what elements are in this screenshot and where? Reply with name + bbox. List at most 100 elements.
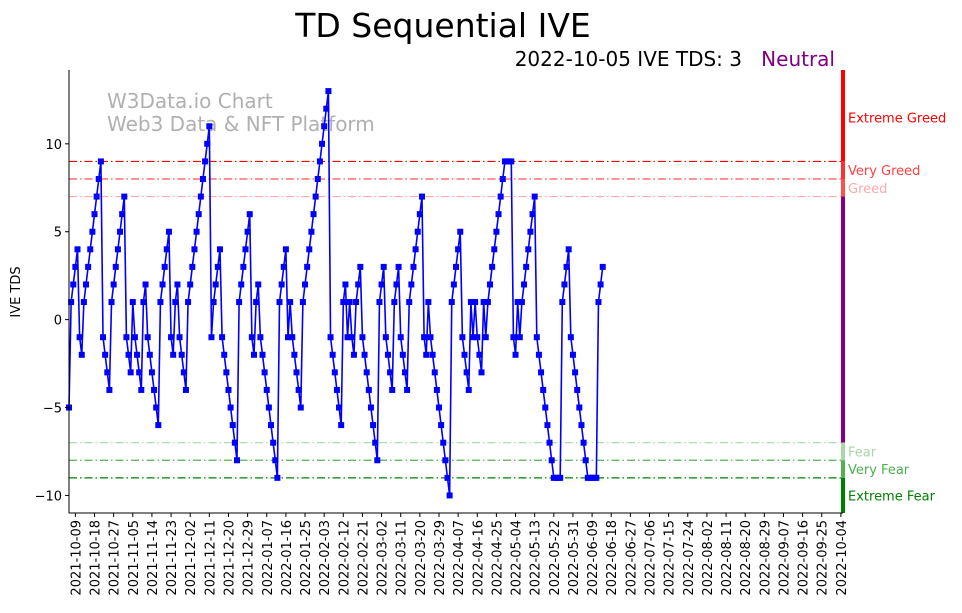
x-tick-label: 2021-10-09 [69, 520, 84, 596]
data-point [323, 105, 330, 112]
data-point [319, 140, 326, 147]
data-point [76, 334, 83, 341]
data-point [148, 369, 155, 376]
data-point [212, 281, 219, 288]
data-point [287, 299, 294, 306]
data-point [312, 193, 319, 200]
x-tick-label: 2022-08-20 [739, 520, 754, 596]
x-tick-label: 2022-09-25 [816, 520, 831, 596]
data-point [357, 263, 364, 270]
x-tick-label: 2021-11-23 [165, 520, 180, 596]
data-point [110, 281, 117, 288]
data-point [87, 246, 94, 253]
y-tick-label: 5 [54, 226, 62, 241]
data-point [327, 334, 334, 341]
data-point [450, 281, 457, 288]
data-point [174, 281, 181, 288]
data-point [397, 334, 404, 341]
data-point [280, 263, 287, 270]
data-point [482, 334, 489, 341]
data-point [268, 422, 275, 429]
data-point [480, 299, 487, 306]
x-tick-label: 2022-10-04 [835, 520, 850, 596]
data-point [465, 386, 472, 393]
data-point [416, 211, 423, 218]
chart-subtitle: 2022-10-05 IVE TDS: 3 [515, 47, 742, 71]
data-point [559, 299, 566, 306]
data-point [461, 351, 468, 358]
threshold-lines [69, 160, 843, 479]
data-point [342, 281, 349, 288]
data-point [185, 299, 192, 306]
data-point [361, 351, 368, 358]
data-point [433, 386, 440, 393]
data-point [538, 369, 545, 376]
zone-segment [841, 460, 845, 478]
data-point [487, 281, 494, 288]
data-point [136, 369, 143, 376]
x-tick-label: 2022-03-02 [376, 520, 391, 596]
data-point [531, 193, 538, 200]
data-point [144, 334, 151, 341]
data-point [180, 369, 187, 376]
data-point [440, 439, 447, 446]
zone-segment [841, 196, 845, 443]
data-point [197, 193, 204, 200]
data-point [429, 351, 436, 358]
data-point [206, 123, 213, 130]
x-tick-label: 2022-08-11 [720, 520, 735, 596]
data-point [80, 299, 87, 306]
data-point [176, 334, 183, 341]
data-point [395, 263, 402, 270]
data-point [106, 386, 113, 393]
data-point [227, 404, 234, 411]
data-point [131, 334, 138, 341]
data-point [72, 263, 79, 270]
data-point [142, 281, 149, 288]
data-point [510, 334, 517, 341]
data-point [282, 246, 289, 253]
x-tick-label: 2021-12-20 [222, 520, 237, 596]
data-point [427, 334, 434, 341]
data-point [274, 474, 281, 481]
x-tick-label: 2022-09-07 [777, 520, 792, 596]
x-tick-label: 2022-06-27 [624, 520, 639, 596]
data-point [104, 369, 111, 376]
y-tick-label: −5 [43, 402, 62, 417]
x-tick-label: 2021-12-02 [184, 520, 199, 596]
data-point [314, 175, 321, 182]
data-point [378, 281, 385, 288]
data-point [499, 175, 506, 182]
data-point [376, 299, 383, 306]
chart-title: TD Sequential IVE [294, 6, 591, 45]
data-point [418, 193, 425, 200]
x-tick-label: 2022-04-07 [452, 520, 467, 596]
data-point [91, 211, 98, 218]
data-point [102, 351, 109, 358]
data-point [497, 193, 504, 200]
data-point [370, 422, 377, 429]
data-point [253, 299, 260, 306]
x-tick-label: 2022-09-16 [797, 520, 812, 596]
data-point [348, 334, 355, 341]
data-point [367, 404, 374, 411]
data-point [229, 422, 236, 429]
data-point [414, 228, 421, 235]
data-point [336, 404, 343, 411]
data-point [295, 386, 302, 393]
data-point [233, 457, 240, 464]
data-point [163, 246, 170, 253]
data-point [410, 263, 417, 270]
data-point [68, 299, 75, 306]
data-point [546, 439, 553, 446]
data-point [199, 175, 206, 182]
data-point [70, 281, 77, 288]
x-tick-label: 2022-02-21 [356, 520, 371, 596]
data-point [580, 439, 587, 446]
x-tick-label: 2022-08-29 [758, 520, 773, 596]
data-point [393, 281, 400, 288]
data-point [457, 228, 464, 235]
data-point [455, 246, 462, 253]
data-point [453, 263, 459, 270]
